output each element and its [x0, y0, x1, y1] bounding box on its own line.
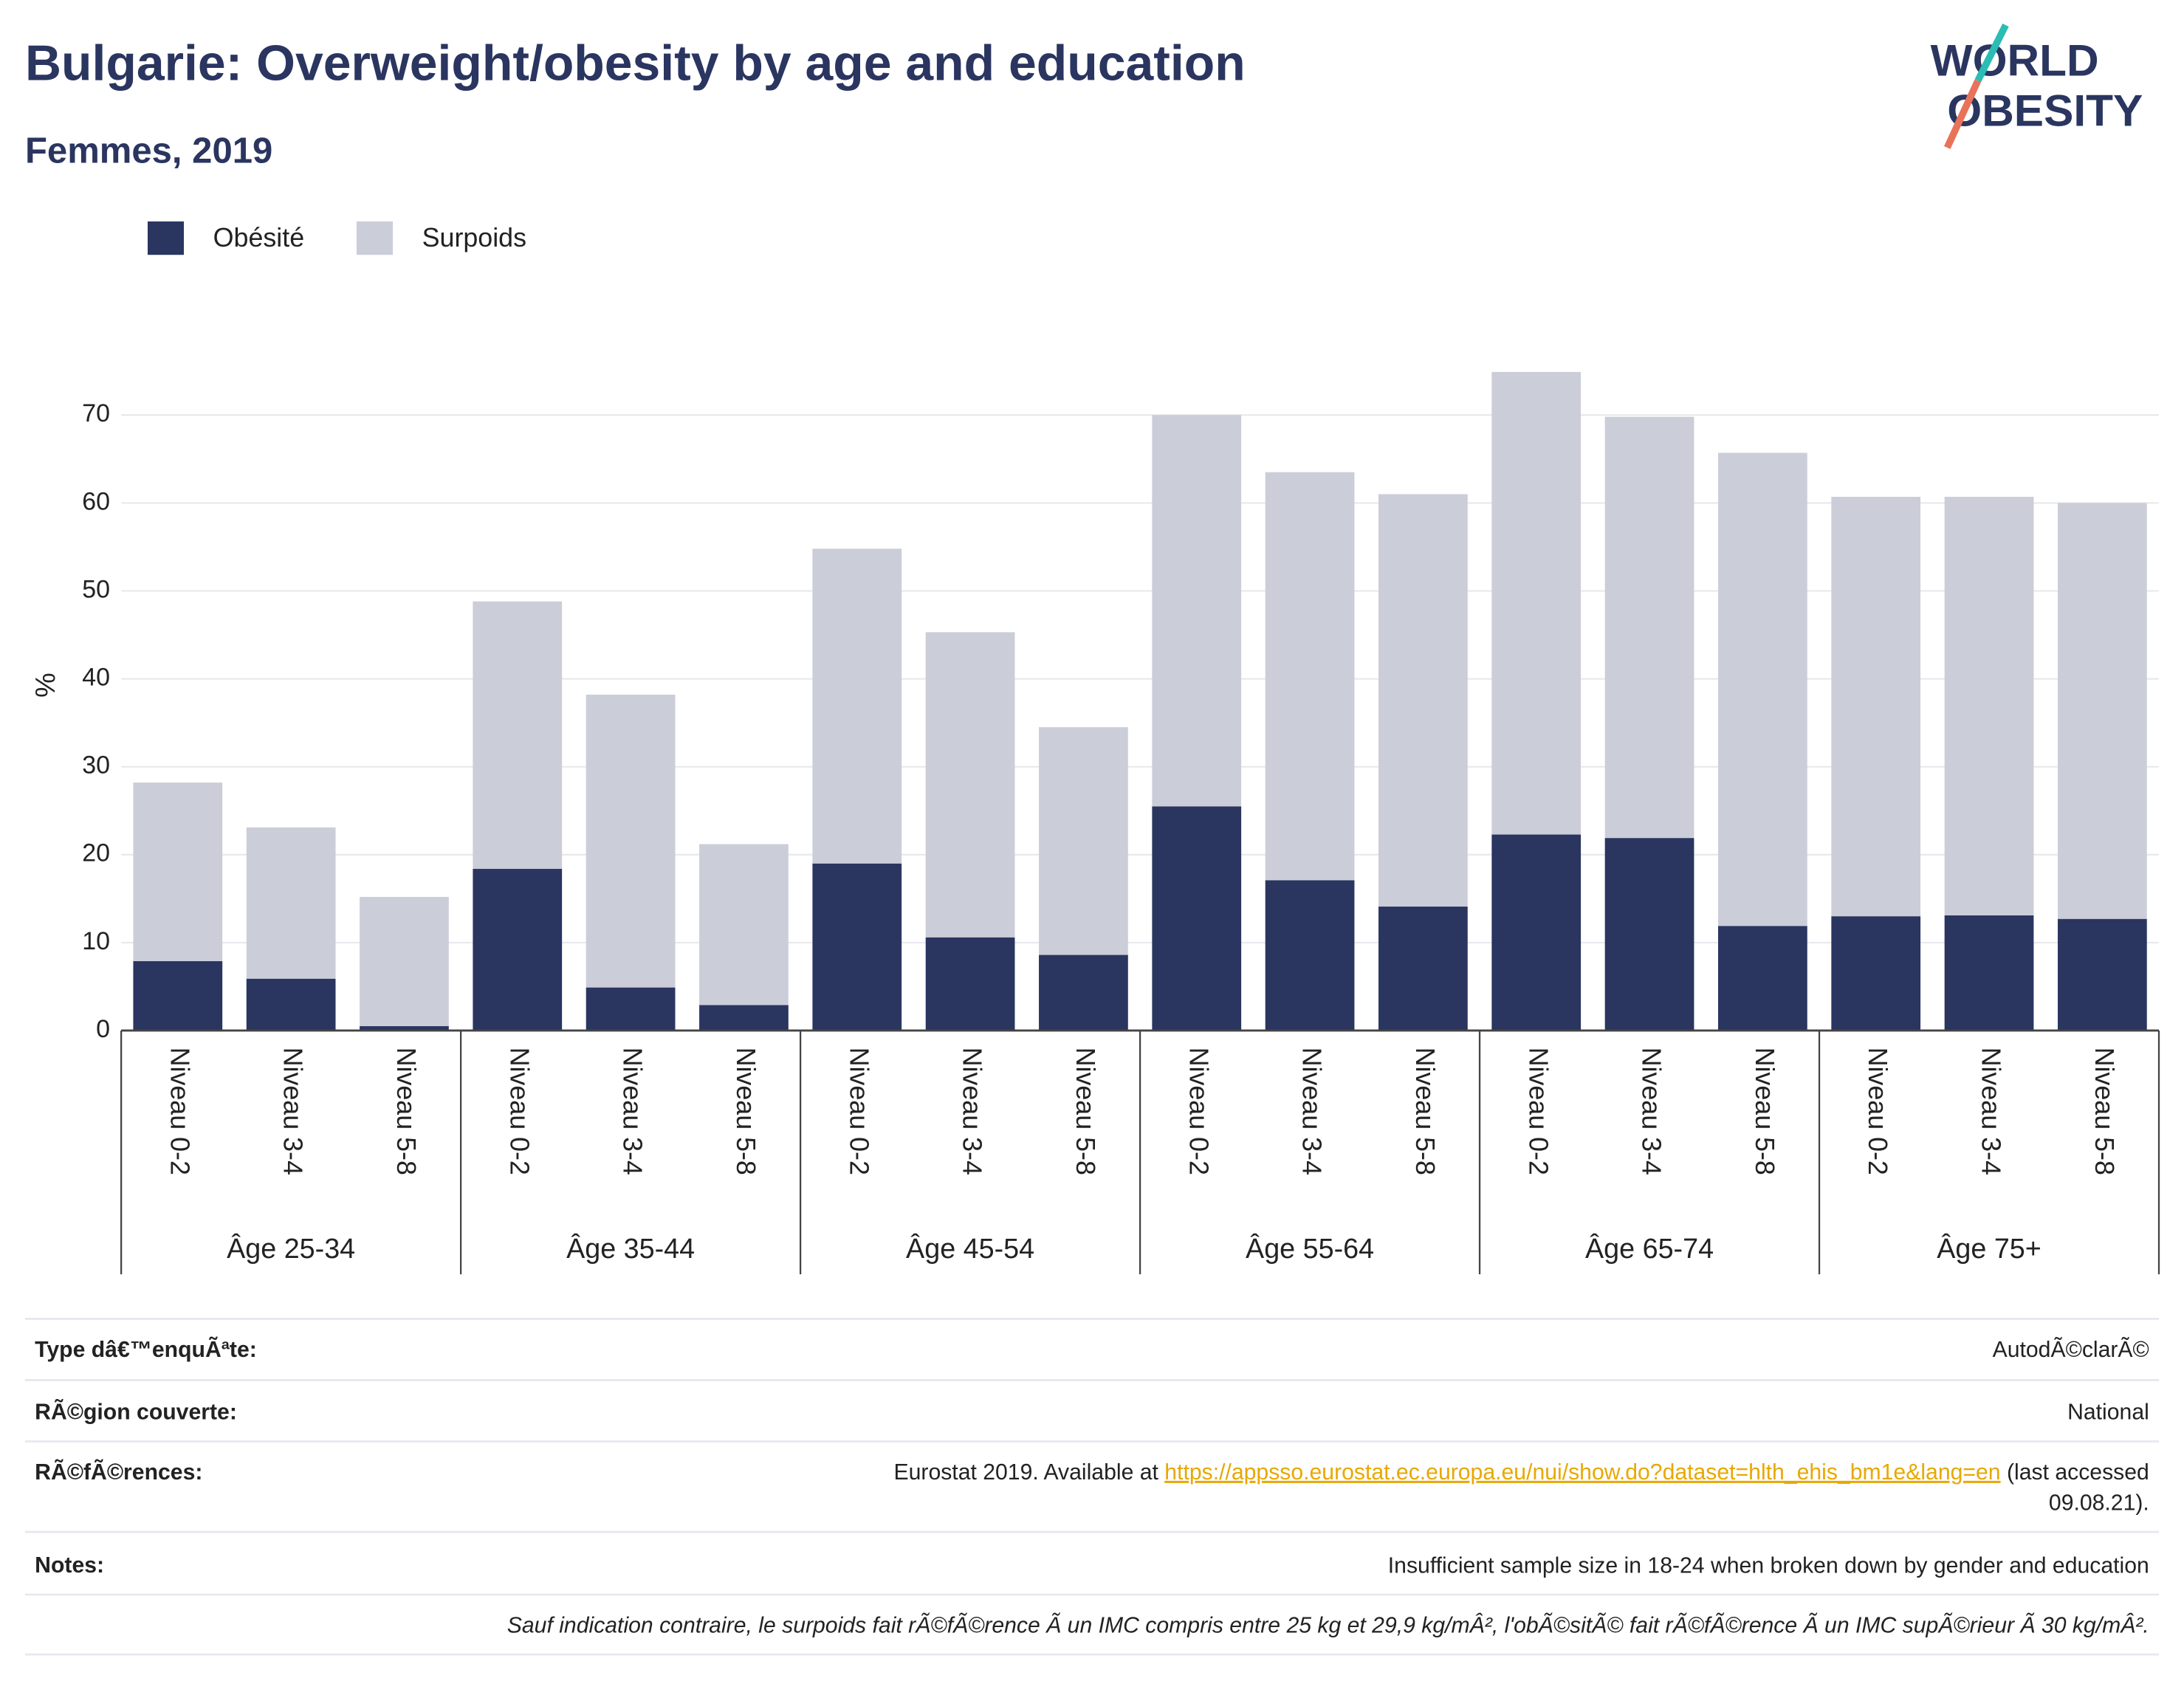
- bar-segment: [1378, 494, 1468, 907]
- bar-segment: [1152, 806, 1242, 1031]
- bar-segment: [473, 601, 563, 869]
- x-tick-label: Niveau 5-8: [1071, 1048, 1100, 1175]
- bar-segment: [133, 960, 223, 1031]
- group-label: Âge 25-34: [227, 1233, 355, 1264]
- bar-segment: [1491, 834, 1582, 1031]
- chart-subtitle: Femmes, 2019: [25, 131, 272, 171]
- table-value: AutodÃ©clarÃ©: [1993, 1337, 2149, 1362]
- bar-segment: [473, 868, 563, 1031]
- table-label: Type dâ€™enquÃªte:: [35, 1337, 257, 1362]
- bar-segment: [1718, 453, 1807, 926]
- x-tick-label: Niveau 3-4: [1297, 1048, 1327, 1175]
- bar-segment: [133, 783, 223, 961]
- bar-segment: [699, 844, 789, 1005]
- y-axis-label: %: [30, 673, 61, 698]
- x-tick-label: Niveau 0-2: [1523, 1048, 1553, 1175]
- x-tick-label: Niveau 5-8: [1410, 1048, 1440, 1175]
- bar-segment: [925, 632, 1015, 938]
- bar-segment: [1152, 415, 1242, 807]
- bar-segment: [1944, 496, 2034, 915]
- bar-segment: [925, 937, 1015, 1031]
- table-value-text: AutodÃ©clarÃ©: [1993, 1337, 2149, 1362]
- bar-segment: [246, 978, 336, 1031]
- x-tick-label: Niveau 5-8: [731, 1048, 760, 1175]
- bar-segment: [1265, 880, 1355, 1031]
- table-value-text: Eurostat 2019. Available at: [894, 1460, 1165, 1485]
- x-tick-label: Niveau 0-2: [165, 1048, 194, 1175]
- bar-segment: [1039, 955, 1128, 1031]
- y-tick-label: 30: [82, 752, 110, 780]
- y-tick-label: 50: [82, 575, 110, 603]
- bar-segment: [812, 863, 902, 1031]
- group-label: Âge 35-44: [566, 1233, 695, 1264]
- x-tick-label: Niveau 5-8: [1750, 1048, 1779, 1175]
- y-tick-label: 60: [82, 487, 110, 515]
- bar-segment: [1604, 416, 1694, 839]
- group-label: Âge 45-54: [906, 1233, 1034, 1264]
- bar-segment: [2057, 918, 2147, 1031]
- table-label: RÃ©gion couverte:: [35, 1400, 237, 1425]
- group-label: Âge 75+: [1937, 1233, 2042, 1264]
- table-value-text: (last accessed: [2001, 1460, 2149, 1485]
- table-value: 09.08.21).: [2049, 1491, 2149, 1515]
- legend-label: Obésité: [213, 223, 304, 252]
- table-link[interactable]: https://appsso.eurostat.ec.europa.eu/nui…: [1164, 1460, 2000, 1485]
- bar-segment: [586, 987, 676, 1031]
- x-tick-label: Niveau 3-4: [1637, 1048, 1666, 1175]
- bar-segment: [2057, 503, 2147, 919]
- x-tick-label: Niveau 0-2: [1863, 1048, 1892, 1175]
- bar-segment: [1831, 916, 1921, 1031]
- bar-segment: [1491, 371, 1582, 835]
- table-value-text: National: [2067, 1400, 2149, 1425]
- x-tick-label: Niveau 3-4: [278, 1048, 308, 1175]
- y-tick-label: 40: [82, 664, 110, 692]
- table-value: Insufficient sample size in 18-24 when b…: [1388, 1553, 2149, 1578]
- y-tick-label: 0: [96, 1015, 110, 1043]
- x-tick-label: Niveau 5-8: [391, 1048, 421, 1175]
- legend-swatch: [356, 221, 394, 255]
- bar-segment: [246, 827, 336, 979]
- bar-segment: [360, 1026, 449, 1031]
- x-tick-label: Niveau 0-2: [844, 1048, 873, 1175]
- y-tick-label: 20: [82, 839, 110, 867]
- bar-segment: [1944, 915, 2034, 1031]
- bar-segment: [1831, 496, 1921, 917]
- bar-segment: [1718, 926, 1807, 1031]
- table-value: National: [2067, 1400, 2149, 1425]
- logo: WORLD OBESITY: [1931, 23, 2143, 149]
- chart-title: Bulgarie: Overweight/obesity by age and …: [25, 35, 1246, 91]
- legend-label: Surpoids: [422, 223, 526, 252]
- bar-segment: [812, 549, 902, 864]
- x-tick-label: Niveau 3-4: [618, 1048, 648, 1175]
- x-tick-label: Niveau 3-4: [958, 1048, 987, 1175]
- table-value: Eurostat 2019. Available at https://apps…: [894, 1460, 2149, 1485]
- x-tick-label: Niveau 0-2: [504, 1048, 534, 1175]
- legend-swatch: [147, 221, 185, 255]
- table-label: Notes:: [35, 1553, 104, 1578]
- table-value-text: Insufficient sample size in 18-24 when b…: [1388, 1553, 2149, 1578]
- bar-segment: [1265, 472, 1355, 881]
- logo-slash: [1974, 23, 2009, 83]
- bar-segment: [586, 694, 676, 988]
- logo-slash: [1943, 79, 1982, 149]
- bar-segment: [1039, 727, 1128, 955]
- y-tick-label: 10: [82, 927, 110, 955]
- footnote: Sauf indication contraire, le surpoids f…: [507, 1612, 2149, 1637]
- y-tick-label: 70: [82, 399, 110, 427]
- bar-segment: [699, 1005, 789, 1031]
- table-label: RÃ©fÃ©rences:: [35, 1460, 202, 1485]
- x-tick-label: Niveau 0-2: [1184, 1048, 1213, 1175]
- bar-segment: [360, 896, 449, 1027]
- group-label: Âge 65-74: [1585, 1233, 1714, 1264]
- group-label: Âge 55-64: [1246, 1233, 1374, 1264]
- logo-text: WORLD: [1931, 35, 2099, 86]
- bar-segment: [1378, 907, 1468, 1031]
- x-tick-label: Niveau 3-4: [1977, 1048, 2006, 1175]
- logo-text: OBESITY: [1947, 86, 2143, 136]
- x-tick-label: Niveau 5-8: [2089, 1048, 2119, 1175]
- bar-segment: [1604, 838, 1694, 1031]
